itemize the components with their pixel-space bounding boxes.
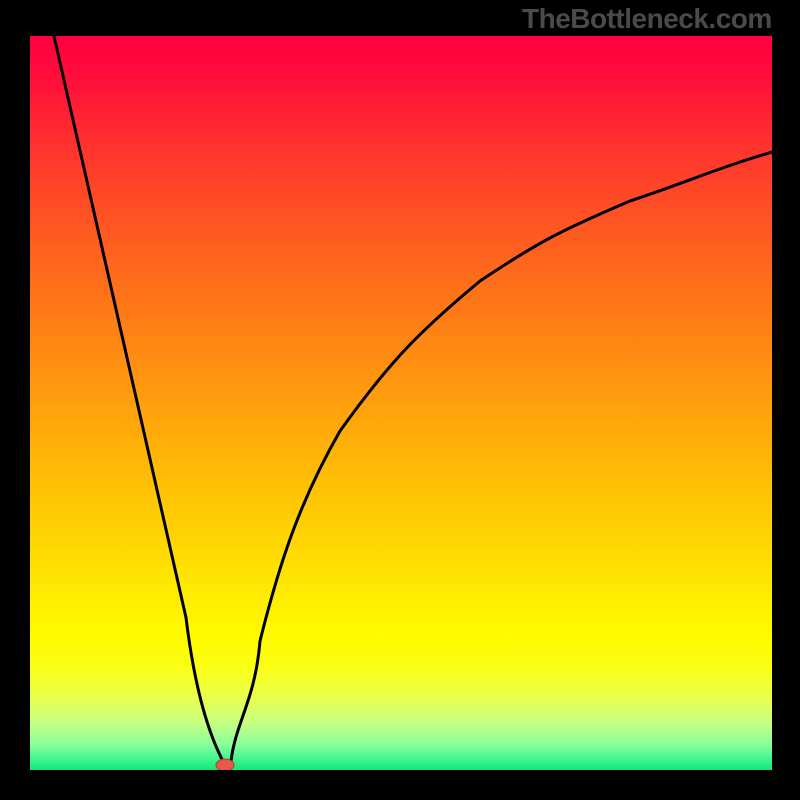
watermark-text: TheBottleneck.com <box>522 3 772 35</box>
plot-area <box>30 36 772 770</box>
chart-svg <box>30 36 772 770</box>
minimum-marker <box>216 759 234 770</box>
gradient-background <box>30 36 772 770</box>
